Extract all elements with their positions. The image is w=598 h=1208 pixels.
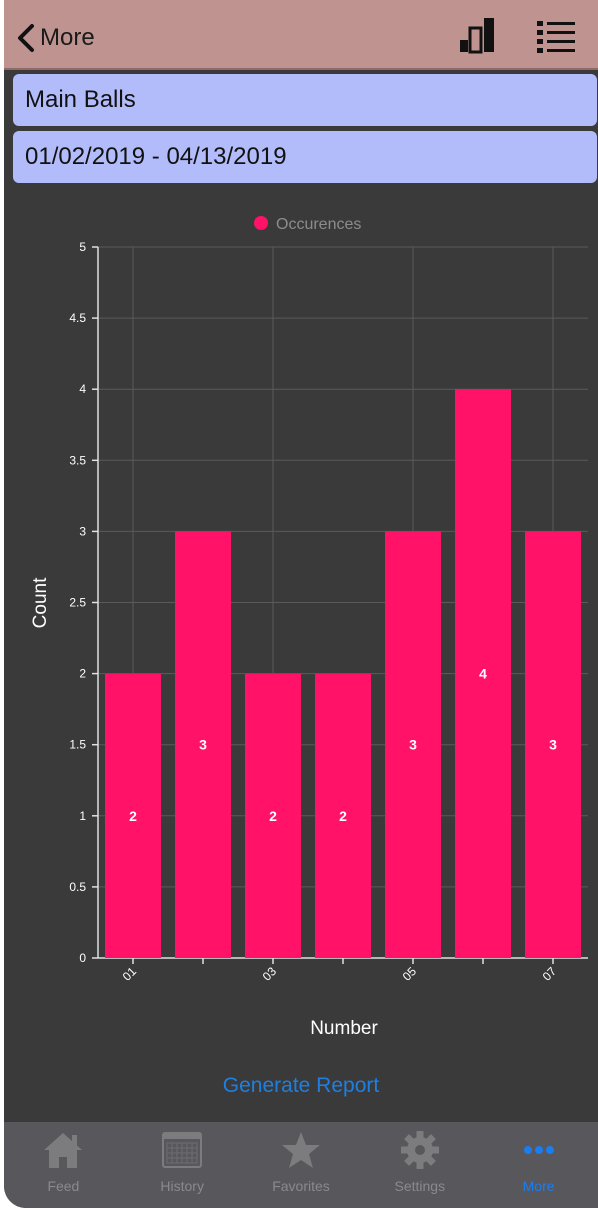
ball-type-label: Main Balls [25, 86, 136, 113]
tab-label-favorites: Favorites [272, 1178, 330, 1194]
tab-label-feed: Feed [47, 1178, 80, 1194]
y-tick-label: 1.5 [69, 738, 86, 752]
bar-value-label: 2 [269, 808, 277, 824]
chart-bars [105, 389, 581, 958]
y-tick-label: 4.5 [69, 311, 86, 325]
date-range-selector[interactable]: 01/02/2019 - 04/13/2019 [13, 131, 597, 183]
y-tick-label: 5 [79, 240, 86, 254]
y-tick-label: 3.5 [69, 453, 86, 467]
y-axis-ticks: 0 0.5 1 1.5 2 2.5 3 3.5 4 4.5 5 [69, 240, 98, 965]
star-icon [281, 1132, 320, 1168]
bar [455, 389, 511, 958]
tab-more[interactable]: More [479, 1122, 598, 1208]
x-tick-label: 05 [400, 964, 420, 984]
tab-bar: Feed [4, 1122, 598, 1208]
y-tick-label: 3 [79, 524, 86, 538]
tab-favorites[interactable]: Favorites [242, 1122, 361, 1208]
occurrences-bar-chart: Occurences 0 0.5 1 1.5 2 2.5 3 3.5 4 4.5 5 2 3 2 2 3 4 3… [30, 216, 588, 1039]
tab-label-more: More [522, 1178, 555, 1194]
generate-report-button[interactable]: Generate Report [222, 1074, 380, 1097]
back-label: More [40, 24, 95, 51]
bar-value-label: 3 [549, 737, 557, 753]
chart-data-labels: 2 3 2 2 3 4 3 [129, 666, 557, 824]
bar [385, 531, 441, 958]
bar [525, 531, 581, 958]
y-tick-label: 4 [79, 382, 86, 396]
tab-label-settings: Settings [394, 1178, 446, 1194]
x-tick-label: 01 [120, 964, 140, 984]
bar-value-label: 3 [199, 737, 207, 753]
y-tick-label: 2.5 [69, 596, 86, 610]
tab-feed[interactable]: Feed [4, 1122, 123, 1208]
bar-value-label: 2 [129, 808, 137, 824]
y-tick-label: 0.5 [69, 880, 86, 894]
tab-label-history: History [160, 1178, 204, 1194]
calendar-icon [162, 1132, 203, 1168]
bar-chart-icon[interactable] [456, 16, 498, 56]
bar-value-label: 3 [409, 737, 417, 753]
bar-value-label: 4 [479, 666, 487, 682]
x-axis-ticks: 01 03 05 07 [120, 958, 560, 984]
list-icon[interactable] [534, 18, 578, 54]
x-axis-title: Number [310, 1018, 378, 1039]
navigation-bar: More [4, 0, 598, 70]
bar [105, 673, 161, 958]
chevron-left-icon [18, 24, 34, 52]
legend-label: Occurences [276, 216, 361, 233]
back-button[interactable]: More [16, 20, 95, 56]
bar [315, 673, 371, 958]
tab-settings[interactable]: Settings [360, 1122, 479, 1208]
bar [175, 531, 231, 958]
tab-history[interactable]: History [123, 1122, 242, 1208]
x-tick-label: 07 [540, 964, 560, 984]
house-icon [44, 1133, 83, 1168]
x-tick-label: 03 [260, 964, 280, 984]
y-tick-label: 0 [79, 951, 86, 965]
date-range-label: 01/02/2019 - 04/13/2019 [25, 143, 287, 170]
y-tick-label: 1 [79, 809, 86, 823]
gear-icon [400, 1131, 439, 1169]
y-tick-label: 2 [79, 667, 86, 681]
legend-marker [254, 216, 268, 230]
y-axis-title: Count [30, 577, 51, 628]
chart-legend: Occurences [254, 216, 361, 233]
more-dots-icon [523, 1146, 554, 1154]
ball-type-selector[interactable]: Main Balls [13, 74, 597, 126]
app-screen: More Main Balls 01/02/2019 - 04/13/2019 … [4, 0, 598, 1208]
bar [245, 673, 301, 958]
bar-value-label: 2 [339, 808, 347, 824]
